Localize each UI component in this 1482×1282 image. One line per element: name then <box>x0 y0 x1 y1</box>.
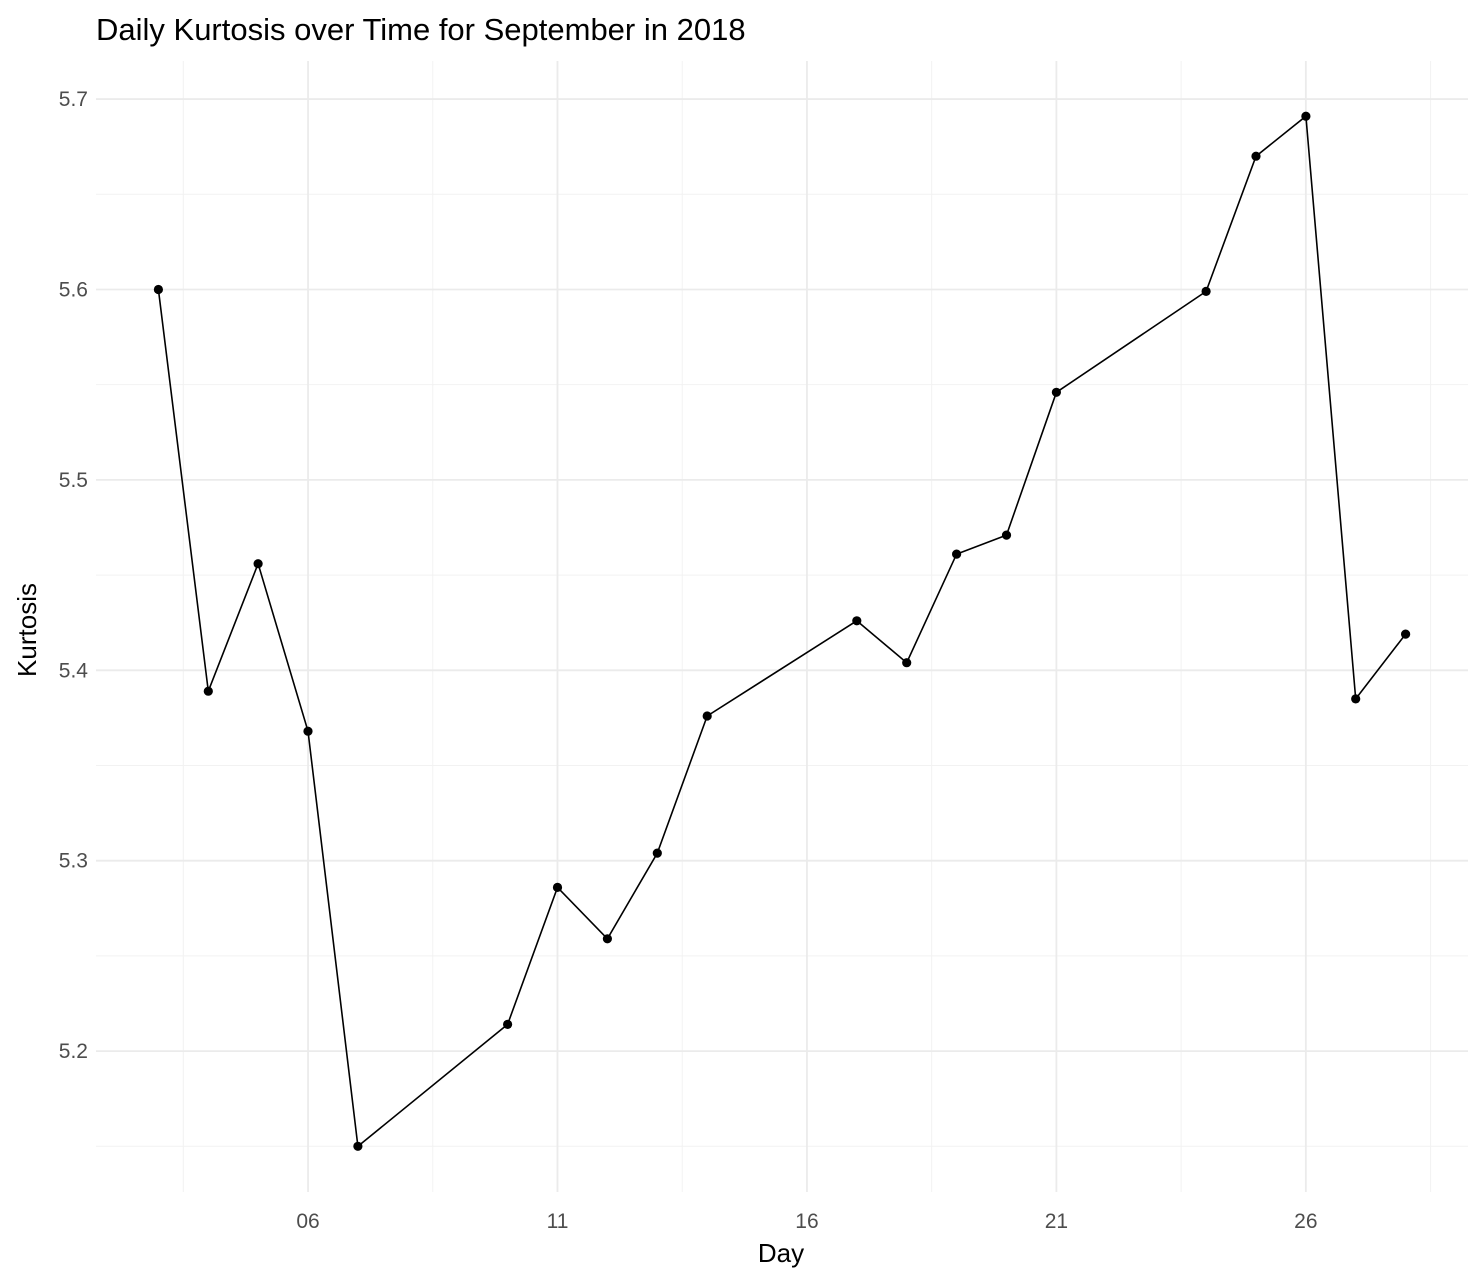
x-axis-tick-labels: 06 11 16 21 26 <box>296 1210 1317 1233</box>
data-point <box>602 934 613 944</box>
data-point <box>552 882 563 893</box>
data-point <box>153 284 163 295</box>
y-tick-label: 5.3 <box>59 850 88 873</box>
series-line <box>157 114 1407 1148</box>
y-axis-title: Kurtosis <box>12 583 42 677</box>
chart-title: Daily Kurtosis over Time for September i… <box>96 12 746 47</box>
y-tick-label: 5.2 <box>59 1040 88 1063</box>
x-tick-label: 16 <box>795 1210 818 1233</box>
y-axis-tick-labels: 5.2 5.3 5.4 5.5 5.6 5.7 <box>59 88 89 1063</box>
data-point <box>1051 387 1061 397</box>
data-point <box>852 616 862 626</box>
data-point <box>503 1019 513 1029</box>
y-tick-label: 5.5 <box>59 469 88 492</box>
y-tick-label: 5.7 <box>59 88 88 111</box>
major-gridlines <box>96 61 1468 1192</box>
y-tick-label: 5.6 <box>59 278 88 301</box>
x-tick-label: 06 <box>296 1210 319 1233</box>
data-point <box>952 549 962 559</box>
data-series <box>153 111 1411 1151</box>
data-point <box>652 848 662 858</box>
data-point <box>353 1141 363 1151</box>
data-point <box>902 658 912 668</box>
data-point <box>1401 629 1411 639</box>
y-tick-label: 5.4 <box>59 659 89 682</box>
data-point <box>1301 111 1311 121</box>
x-tick-label: 21 <box>1045 1210 1068 1233</box>
data-point <box>253 559 263 569</box>
data-point <box>303 726 313 736</box>
data-point <box>1251 151 1261 161</box>
x-tick-label: 11 <box>547 1210 569 1233</box>
x-tick-label: 26 <box>1294 1210 1317 1233</box>
data-point <box>1001 530 1012 540</box>
data-point <box>203 686 213 696</box>
data-point <box>702 711 712 721</box>
data-point <box>1201 286 1211 296</box>
minor-gridlines <box>96 61 1468 1192</box>
x-axis-title: Day <box>758 1238 804 1268</box>
data-point <box>1351 694 1361 704</box>
